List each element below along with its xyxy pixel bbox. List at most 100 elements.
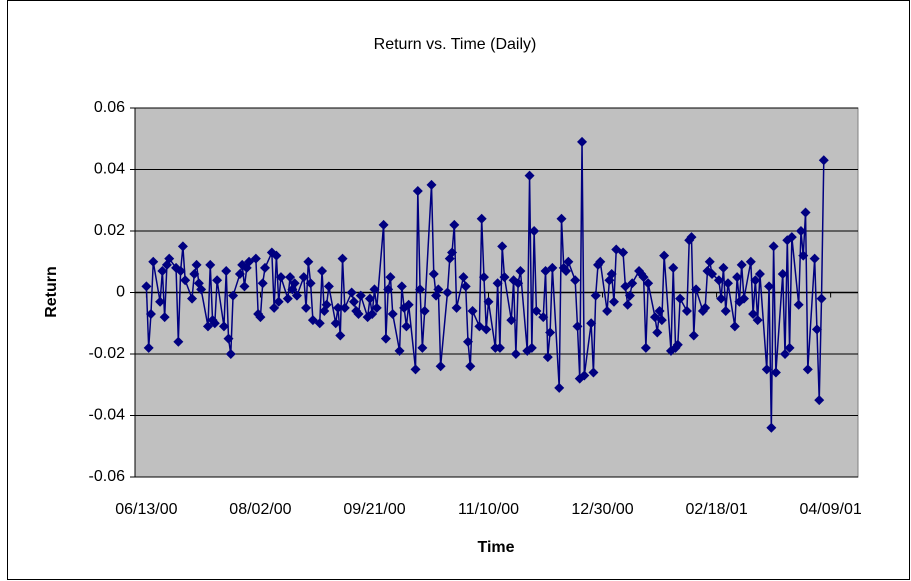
data-point [563, 256, 574, 267]
data-point [323, 281, 334, 292]
data-point [506, 315, 517, 326]
x-tick-label: 06/13/00 [115, 501, 177, 518]
data-point [513, 278, 524, 289]
data-point [305, 278, 316, 289]
data-point [590, 290, 601, 301]
data-point [148, 256, 159, 267]
data-point [700, 302, 711, 313]
x-tick-label: 12/30/00 [571, 501, 633, 518]
data-point [467, 305, 478, 316]
data-point [157, 265, 168, 276]
data-point [707, 269, 718, 280]
data-point [595, 256, 606, 267]
data-point [465, 361, 476, 372]
data-point [141, 281, 152, 292]
data-point [608, 296, 619, 307]
data-point [291, 290, 302, 301]
data-point [494, 342, 505, 353]
data-point [191, 259, 202, 270]
data-point [196, 284, 207, 295]
data-point [816, 293, 827, 304]
x-tick-label: 09/21/00 [343, 501, 405, 518]
data-point [654, 305, 665, 316]
data-point [189, 269, 200, 280]
data-point [212, 275, 223, 286]
data-point [738, 293, 749, 304]
data-point [401, 321, 412, 332]
data-point [143, 342, 154, 353]
data-point [643, 278, 654, 289]
data-point [462, 336, 473, 347]
data-point [802, 364, 813, 375]
x-tick-label: 08/02/00 [229, 501, 291, 518]
data-point [218, 321, 229, 332]
data-point [250, 253, 261, 264]
data-point [627, 278, 638, 289]
data-point [145, 309, 156, 320]
data-point [602, 305, 613, 316]
data-point [542, 352, 553, 363]
data-point [766, 422, 777, 433]
data-point [754, 269, 765, 280]
data-point [478, 272, 489, 283]
data-point [364, 293, 375, 304]
data-point [526, 342, 537, 353]
data-point [221, 265, 232, 276]
data-point [460, 281, 471, 292]
data-point [586, 318, 597, 329]
data-point [433, 284, 444, 295]
data-point [561, 265, 572, 276]
data-point [415, 284, 426, 295]
data-point [556, 213, 567, 224]
data-point [515, 265, 526, 276]
data-point [547, 262, 558, 273]
data-point [419, 305, 430, 316]
data-point [273, 296, 284, 307]
data-point [255, 312, 266, 323]
data-point [770, 367, 781, 378]
data-point [618, 247, 629, 258]
data-point [793, 299, 804, 310]
data-point [257, 278, 268, 289]
data-point [187, 293, 198, 304]
data-point [798, 250, 809, 261]
data-point [704, 256, 715, 267]
data-point [271, 250, 282, 261]
data-point [481, 324, 492, 335]
data-point [303, 256, 314, 267]
x-axis-label: Time [477, 539, 514, 556]
data-point [761, 364, 772, 375]
data-point [499, 272, 510, 283]
data-point [380, 333, 391, 344]
data-point [745, 256, 756, 267]
data-point [209, 318, 220, 329]
data-point [412, 186, 423, 197]
data-point [732, 272, 743, 283]
data-point [355, 290, 366, 301]
data-point [577, 136, 588, 147]
data-point [314, 318, 325, 329]
y-tick-label: -0.04 [89, 407, 126, 424]
data-point [492, 278, 503, 289]
data-point [289, 278, 300, 289]
data-point [177, 241, 188, 252]
chart-title: Return vs. Time (Daily) [374, 36, 537, 53]
data-point [403, 299, 414, 310]
data-point [640, 342, 651, 353]
y-tick-label: 0.06 [94, 99, 125, 116]
data-point [159, 312, 170, 323]
data-point [417, 342, 428, 353]
data-point [269, 302, 280, 313]
data-point [348, 296, 359, 307]
data-point [335, 330, 346, 341]
data-point [367, 309, 378, 320]
data-point [716, 293, 727, 304]
x-tick-label: 11/10/00 [458, 501, 519, 518]
data-point [317, 265, 328, 276]
data-point [410, 364, 421, 375]
data-point [809, 253, 820, 264]
data-point [394, 345, 405, 356]
data-point [447, 247, 458, 258]
data-point [713, 275, 724, 286]
